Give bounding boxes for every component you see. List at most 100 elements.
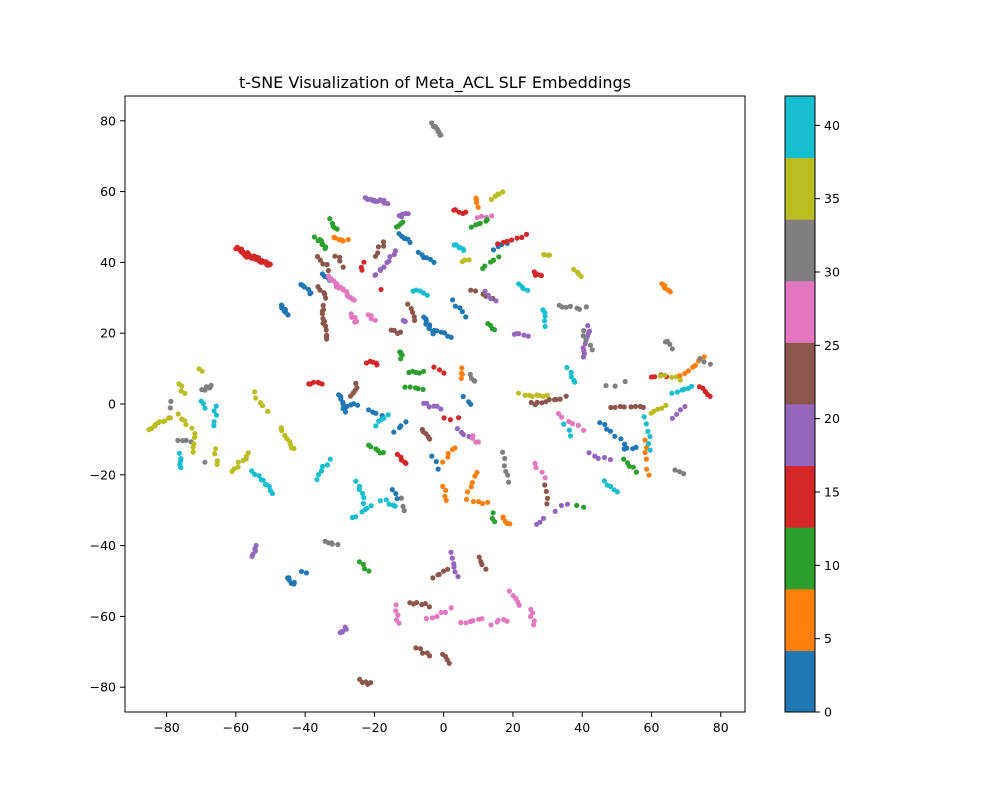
data-point — [375, 250, 381, 256]
data-point — [420, 368, 427, 374]
data-point — [340, 401, 346, 407]
colorbar-tick-label: 10 — [824, 558, 840, 573]
point-cluster — [378, 286, 384, 293]
point-cluster — [697, 356, 714, 367]
point-cluster — [488, 189, 506, 203]
data-point — [373, 272, 379, 278]
data-point — [291, 445, 297, 452]
data-point — [342, 624, 348, 630]
point-cluster — [211, 403, 220, 429]
data-point — [352, 314, 358, 321]
data-point — [454, 426, 460, 432]
data-point — [317, 257, 323, 263]
data-point — [539, 469, 545, 475]
data-point — [452, 207, 458, 213]
data-point — [507, 521, 513, 527]
data-point — [581, 328, 587, 334]
data-point — [542, 475, 548, 481]
point-cluster — [463, 496, 491, 507]
data-point — [182, 418, 188, 424]
data-point — [463, 314, 469, 320]
point-cluster — [467, 371, 478, 384]
data-point — [392, 503, 398, 509]
point-cluster — [440, 651, 452, 666]
data-point — [442, 609, 448, 616]
data-point — [558, 502, 565, 509]
data-point — [493, 298, 499, 304]
data-point — [633, 469, 640, 475]
data-point — [543, 488, 549, 494]
data-point — [380, 449, 386, 456]
point-cluster — [430, 566, 451, 581]
data-point — [601, 454, 608, 461]
data-point — [235, 464, 241, 470]
data-point — [366, 568, 372, 574]
data-point — [372, 317, 378, 323]
data-point — [192, 431, 198, 437]
data-point — [496, 191, 502, 197]
data-point — [651, 408, 657, 414]
data-point — [190, 449, 196, 455]
data-point — [430, 575, 436, 581]
data-point — [235, 459, 241, 465]
point-cluster — [451, 242, 467, 253]
data-point — [320, 261, 326, 267]
data-point — [669, 374, 675, 380]
point-cluster — [340, 401, 361, 412]
data-point — [324, 336, 330, 342]
data-point — [506, 588, 512, 594]
data-point — [320, 302, 326, 308]
data-point — [580, 333, 586, 339]
data-point — [446, 660, 452, 666]
data-point — [491, 327, 498, 333]
data-point — [568, 369, 574, 375]
point-cluster — [516, 281, 531, 293]
data-point — [459, 371, 465, 377]
data-point — [339, 628, 345, 635]
data-point — [544, 392, 550, 398]
data-point — [500, 449, 506, 455]
data-point — [319, 463, 326, 469]
data-point — [266, 483, 272, 490]
data-point — [252, 471, 258, 477]
data-point — [538, 272, 545, 279]
data-point — [586, 450, 592, 456]
point-cluster — [564, 364, 578, 385]
data-point — [707, 361, 714, 367]
data-point — [479, 500, 486, 507]
point-cluster — [580, 328, 595, 353]
data-point — [325, 268, 331, 274]
data-point — [681, 471, 687, 477]
data-point — [506, 479, 512, 485]
data-point — [332, 235, 338, 241]
point-cluster — [468, 217, 490, 230]
data-point — [509, 237, 515, 243]
data-point — [472, 378, 478, 384]
point-cluster — [451, 207, 469, 217]
data-point — [587, 342, 594, 348]
data-point — [522, 392, 528, 398]
data-point — [389, 487, 395, 493]
data-point — [414, 600, 420, 606]
data-point — [420, 386, 426, 392]
data-point — [366, 407, 372, 413]
data-point — [434, 328, 440, 334]
point-cluster — [608, 403, 646, 411]
point-cluster — [175, 437, 194, 445]
data-point — [520, 286, 527, 292]
data-point — [617, 403, 624, 410]
data-point — [420, 650, 426, 656]
point-cluster — [672, 467, 687, 477]
data-point — [340, 405, 346, 412]
point-cluster — [362, 195, 391, 207]
point-cluster — [348, 311, 360, 325]
data-point — [466, 257, 472, 263]
point-cluster — [349, 503, 374, 521]
point-cluster — [357, 676, 374, 687]
data-point — [456, 415, 462, 421]
point-cluster — [500, 449, 512, 485]
data-point — [337, 254, 343, 260]
data-point — [572, 379, 578, 385]
data-point — [685, 368, 692, 374]
